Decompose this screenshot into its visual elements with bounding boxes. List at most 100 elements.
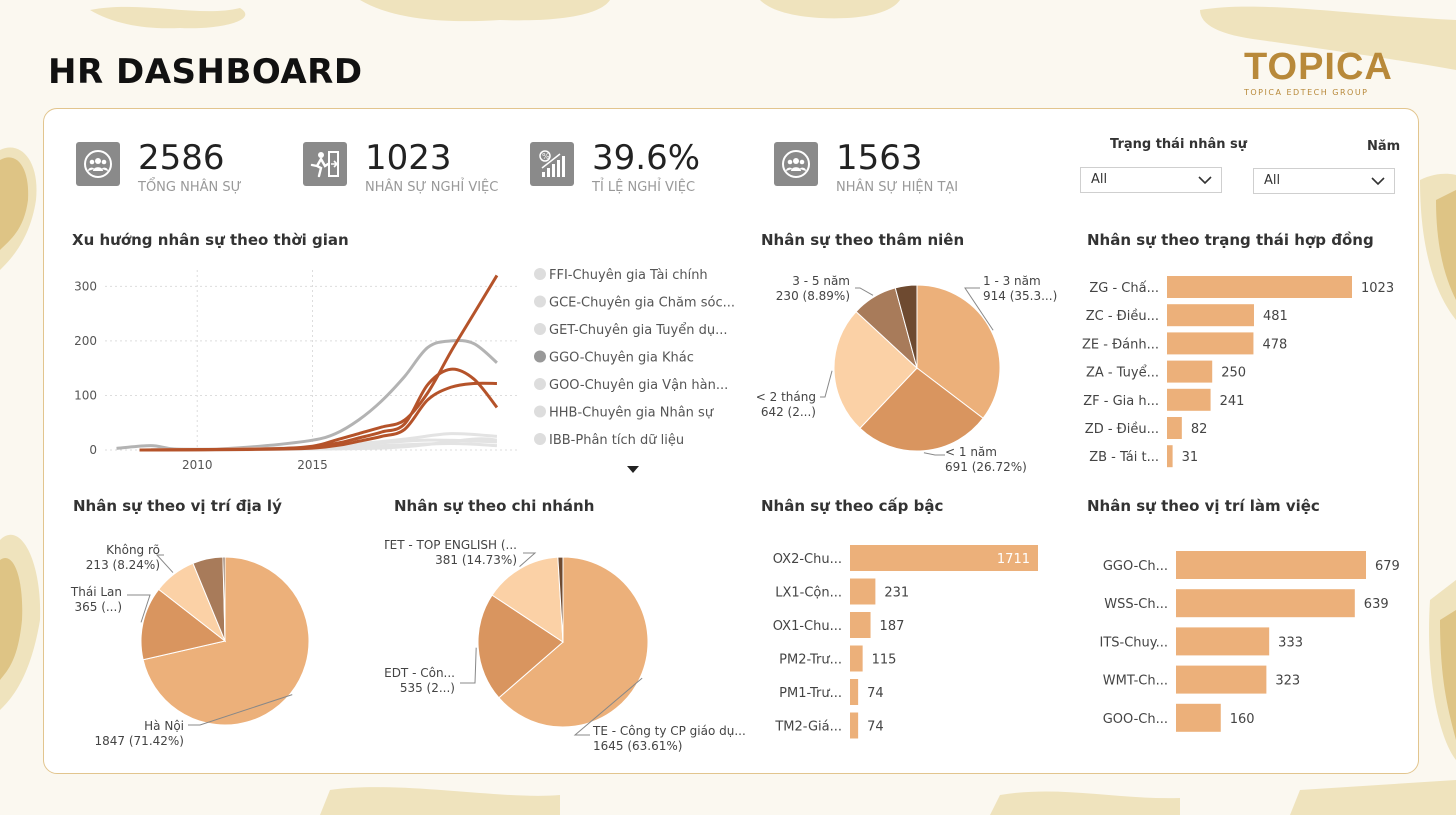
pie-slice [142, 556, 310, 726]
bar-value-label: 1711 [997, 552, 1030, 567]
pie-label: TE - Công ty CP giáo dụ... [592, 724, 745, 738]
pie-value-label: 642 (2...) [761, 405, 816, 419]
pie-leader-line [820, 370, 833, 398]
topica-logo: TOPICA TOPICA EDTECH GROUP [1244, 48, 1392, 98]
contract-bar-chart: ZG - Chấ... 1023 ZC - Điều... 481 ZE - Đánh.… [1082, 276, 1394, 468]
series-line-highlight [139, 381, 497, 452]
bar-value-label: 333 [1278, 635, 1303, 650]
pie-slice [477, 594, 564, 699]
bar-value-label: 323 [1275, 674, 1300, 689]
kpi-current-staff: 1563 NHÂN SỰ HIỆN TẠI [774, 140, 958, 195]
bar-value-label: 74 [867, 686, 884, 701]
bar [1167, 360, 1213, 383]
legend-marker [534, 268, 546, 280]
bar-category-label: WSS-Ch... [1104, 597, 1168, 612]
pie-label: 1 - 3 năm [983, 274, 1041, 288]
kpi-label: NHÂN SỰ HIỆN TẠI [836, 180, 959, 195]
bar [1176, 551, 1366, 579]
bar-category-label: WMT-Ch... [1103, 674, 1168, 689]
bar [850, 612, 871, 638]
status-filter-dropdown[interactable]: All [1080, 167, 1222, 193]
bar-category-label: OX1-Chu... [773, 619, 842, 634]
pie-value-label: 914 (35.3...) [983, 289, 1057, 303]
bar-category-label: ZB - Tái t... [1089, 450, 1159, 465]
bar-category-label: OX2-Chu... [773, 552, 842, 567]
bar-category-label: ZA - Tuyể... [1086, 366, 1159, 381]
position-bar-chart: GGO-Ch... 679 WSS-Ch... 639 ITS-Chuy... 333 WM… [1099, 551, 1400, 732]
pie-leader-line [519, 552, 537, 568]
kpi-label: NHÂN SỰ NGHỈ VIỆC [365, 180, 499, 195]
legend-entry: GGO-Chuyên gia Khác [549, 351, 694, 366]
pie-slice [833, 310, 918, 429]
series-line-highlight [139, 274, 499, 452]
pie-leader-line [573, 677, 643, 736]
bar-value-label: 82 [1191, 422, 1208, 437]
bar-value-label: 74 [867, 720, 884, 735]
pie-leader-line [127, 594, 151, 623]
trend-line-chart: 0 100 200 300 2010 2015 FFI-Chuyên gia Tài chí… [74, 268, 735, 473]
position-chart-title: Nhân sự theo vị trí làm việc [1087, 497, 1320, 515]
bar [1167, 304, 1254, 327]
bar-category-label: PM2-Trư... [779, 653, 842, 668]
group-icon [774, 142, 818, 186]
pie-slice [498, 556, 649, 728]
bar-value-label: 639 [1364, 597, 1389, 612]
status-filter-label: Trạng thái nhân sự [1110, 137, 1247, 152]
legend-entry: GET-Chuyên gia Tuyển dụ... [549, 323, 727, 338]
pie-leader-line [155, 554, 174, 573]
bar-value-label: 481 [1263, 309, 1288, 324]
status-filter-value: All [1091, 172, 1108, 187]
bar-value-label: 250 [1221, 366, 1246, 381]
pie-value-label: 381 (14.73%) [435, 553, 517, 567]
y-tick-label: 300 [74, 279, 97, 293]
tenure-chart-title: Nhân sự theo thâm niên [761, 231, 965, 249]
pie-value-label: 213 (8.24%) [86, 558, 160, 572]
svg-text:%: % [542, 152, 550, 161]
bar [1176, 627, 1270, 656]
page-title: HR DASHBOARD [48, 52, 363, 92]
group-icon [76, 142, 120, 186]
kpi-value: 39.6% [592, 138, 701, 178]
kpi-value: 1023 [365, 138, 452, 178]
legend-marker [534, 433, 546, 445]
x-tick-label: 2015 [297, 458, 328, 472]
pie-label: Hà Nội [144, 719, 184, 733]
kpi-value: 1563 [836, 138, 923, 178]
pie-label: < 1 năm [945, 445, 997, 459]
pie-slice [140, 588, 227, 661]
pie-value-label: 365 (...) [74, 600, 122, 614]
legend-entry: FFI-Chuyên gia Tài chính [549, 268, 708, 283]
pie-label: 3 - 5 năm [792, 274, 850, 288]
bar-value-label: 1023 [1361, 281, 1394, 296]
legend-entry: IBB-Phân tích dữ liệu [549, 433, 684, 448]
pie-label: < 2 tháng [756, 390, 816, 404]
percent-chart-icon: % [530, 142, 574, 186]
kpi-label: TỈ LỆ NGHỈ VIỆC [592, 180, 696, 195]
bar-value-label: 187 [880, 619, 905, 634]
bar-category-label: ZE - Đánh... [1082, 337, 1159, 352]
bar [1167, 332, 1254, 355]
pie-value-label: 1847 (71.42%) [95, 734, 184, 748]
bar-category-label: ZC - Điều... [1086, 309, 1159, 324]
bar [1167, 417, 1182, 439]
pie-slice [894, 284, 918, 369]
level-chart-title: Nhân sự theo cấp bậc [761, 497, 944, 515]
chevron-down-icon [1371, 177, 1385, 186]
branch-pie-chart: TE - Công ty CP giáo dụ...1645 (63.61%) E… [385, 538, 745, 753]
year-filter-label: Năm [1367, 139, 1401, 154]
pie-value-label: 230 (8.89%) [776, 289, 850, 303]
legend-marker [534, 323, 546, 335]
pie-leader-line [923, 452, 945, 456]
bar-value-label: 115 [872, 653, 897, 668]
bar [1176, 665, 1267, 694]
bar [850, 712, 859, 739]
pie-slice [491, 556, 564, 643]
bar-category-label: TM2-Giá... [774, 720, 842, 735]
year-filter-dropdown[interactable]: All [1253, 168, 1395, 194]
y-tick-label: 0 [89, 443, 97, 457]
kpi-total-staff: 2586 TỔNG NHÂN SỰ [76, 140, 242, 195]
pie-value-label: 1645 (63.61%) [593, 739, 682, 753]
